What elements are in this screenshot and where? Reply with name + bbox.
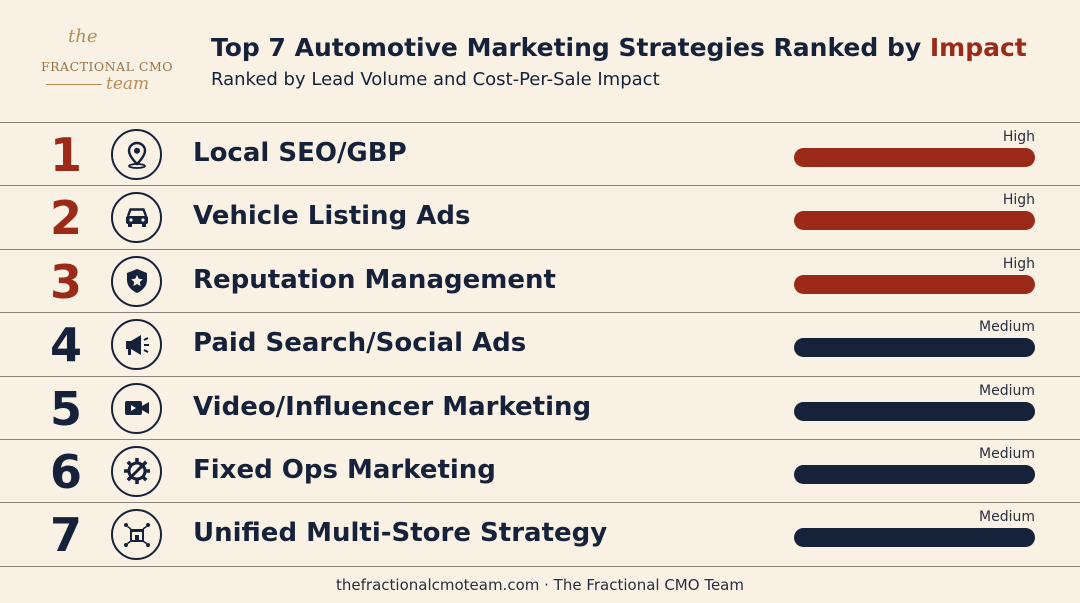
strategy-row: 3 Reputation Management High [0,250,1080,314]
megaphone-icon [111,319,162,371]
strategy-row: 4 Paid Search/Social Ads Medium [0,313,1080,377]
impact-level: Medium [979,319,1035,336]
title-accent: Impact [929,33,1027,62]
impact-level: Medium [979,382,1035,399]
impact-bar [794,401,1035,421]
page-title: Top 7 Automotive Marketing Strategies Ra… [211,33,1027,62]
strategy-list: 1 Local SEO/GBP High 2 Vehicle Listing A… [0,122,1080,567]
strategy-label: Video/Influencer Marketing [193,391,592,422]
multi-store-icon [111,509,162,561]
video-camera-icon [111,382,162,434]
logo-brand-text: FRACTIONAL CMO [40,59,174,74]
impact-bar [794,211,1035,231]
rank-number: 7 [49,508,82,563]
car-icon [111,192,162,244]
rank-number: 2 [49,191,82,246]
logo-rule [46,84,102,85]
rank-number: 4 [49,318,82,373]
strategy-row: 5 Video/Influencer Marketing Medium [0,377,1080,440]
strategy-label: Vehicle Listing Ads [193,201,471,232]
impact-bar [794,274,1035,294]
logo-team-text: team [106,74,150,94]
brand-logo: the FRACTIONAL CMO team [38,26,176,106]
impact-bar [794,528,1035,548]
strategy-row: 1 Local SEO/GBP High [0,123,1080,187]
map-pin-icon [111,129,162,180]
impact-bar [794,148,1035,167]
rank-number: 1 [49,128,82,182]
logo-the-text: the [68,26,98,47]
strategy-label: Unified Multi-Store Strategy [193,518,608,549]
rank-number: 3 [49,254,82,309]
strategy-row: 6 Fixed Ops Marketing Medium [0,440,1080,504]
page-subtitle: Ranked by Lead Volume and Cost-Per-Sale … [211,69,660,90]
impact-bar [794,464,1035,484]
impact-bar [794,338,1035,358]
strategy-row: 7 Unified Multi-Store Strategy Medium [0,503,1080,567]
impact-level: High [1002,129,1035,145]
impact-level: High [1002,255,1035,272]
title-main: Top 7 Automotive Marketing Strategies Ra… [211,33,930,62]
strategy-row: 2 Vehicle Listing Ads High [0,186,1080,250]
shield-star-icon [111,255,162,307]
gear-wrench-icon [111,445,162,497]
strategy-label: Local SEO/GBP [193,138,407,168]
strategy-label: Paid Search/Social Ads [193,328,527,359]
rank-number: 6 [49,444,82,499]
impact-level: Medium [979,509,1035,526]
strategy-label: Fixed Ops Marketing [193,454,496,485]
footer-credit: thefractionalcmoteam.com · The Fractiona… [336,576,744,594]
strategy-label: Reputation Management [193,264,556,295]
impact-level: High [1002,192,1035,209]
rank-number: 5 [49,381,82,436]
impact-level: Medium [979,445,1035,462]
